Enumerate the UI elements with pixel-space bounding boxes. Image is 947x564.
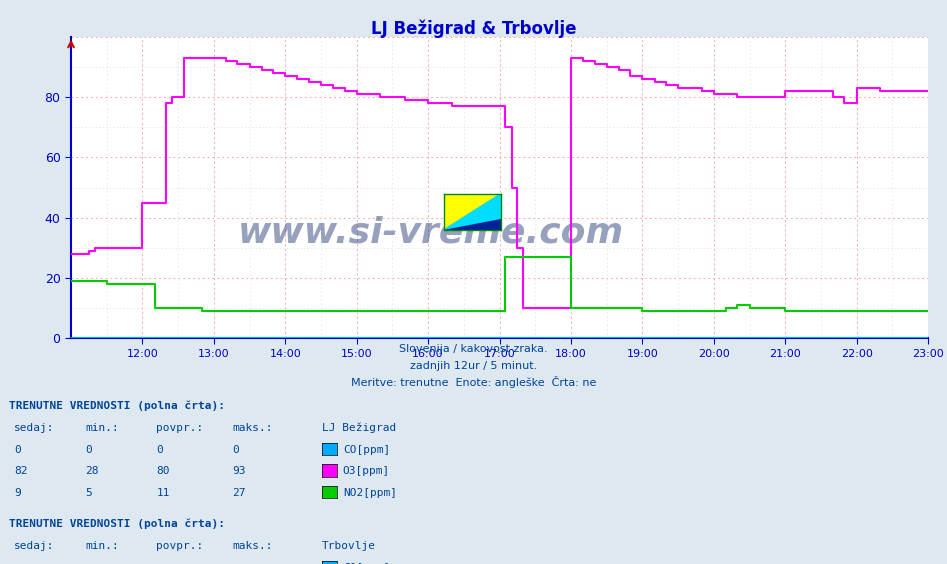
Text: maks.:: maks.:	[232, 424, 273, 434]
Text: min.:: min.:	[85, 424, 119, 434]
Text: Slovenija / kakovost zraka.: Slovenija / kakovost zraka.	[400, 345, 547, 355]
Text: 0: 0	[156, 445, 163, 455]
Text: 0: 0	[232, 445, 239, 455]
Polygon shape	[444, 193, 501, 230]
Text: 28: 28	[85, 466, 98, 477]
Text: zadnjih 12ur / 5 minut.: zadnjih 12ur / 5 minut.	[410, 362, 537, 372]
Text: LJ Bežigrad: LJ Bežigrad	[322, 423, 396, 434]
Polygon shape	[444, 219, 501, 230]
Text: sedaj:: sedaj:	[14, 541, 55, 552]
Text: www.si-vreme.com: www.si-vreme.com	[238, 216, 624, 250]
Text: 82: 82	[14, 466, 27, 477]
Text: TRENUTNE VREDNOSTI (polna črta):: TRENUTNE VREDNOSTI (polna črta):	[9, 400, 225, 411]
Text: 11: 11	[156, 488, 170, 498]
Text: Trbovlje: Trbovlje	[322, 541, 376, 552]
Text: 80: 80	[156, 466, 170, 477]
Text: 0: 0	[85, 445, 92, 455]
Text: 5: 5	[85, 488, 92, 498]
Text: 93: 93	[232, 466, 245, 477]
Polygon shape	[444, 193, 501, 230]
Text: 9: 9	[14, 488, 21, 498]
Text: -nan: -nan	[85, 563, 113, 564]
Text: TRENUTNE VREDNOSTI (polna črta):: TRENUTNE VREDNOSTI (polna črta):	[9, 518, 225, 529]
Text: sedaj:: sedaj:	[14, 424, 55, 434]
Text: NO2[ppm]: NO2[ppm]	[343, 488, 397, 498]
Text: Meritve: trenutne  Enote: angleške  Črta: ne: Meritve: trenutne Enote: angleške Črta: …	[350, 376, 597, 389]
Text: CO[ppm]: CO[ppm]	[343, 563, 390, 564]
Text: -nan: -nan	[156, 563, 184, 564]
Text: maks.:: maks.:	[232, 541, 273, 552]
Text: 27: 27	[232, 488, 245, 498]
Text: LJ Bežigrad & Trbovlje: LJ Bežigrad & Trbovlje	[370, 20, 577, 38]
Text: povpr.:: povpr.:	[156, 541, 204, 552]
Text: O3[ppm]: O3[ppm]	[343, 466, 390, 477]
Text: -nan: -nan	[232, 563, 259, 564]
Text: povpr.:: povpr.:	[156, 424, 204, 434]
Text: -nan: -nan	[14, 563, 42, 564]
Text: 0: 0	[14, 445, 21, 455]
Text: min.:: min.:	[85, 541, 119, 552]
Text: CO[ppm]: CO[ppm]	[343, 445, 390, 455]
